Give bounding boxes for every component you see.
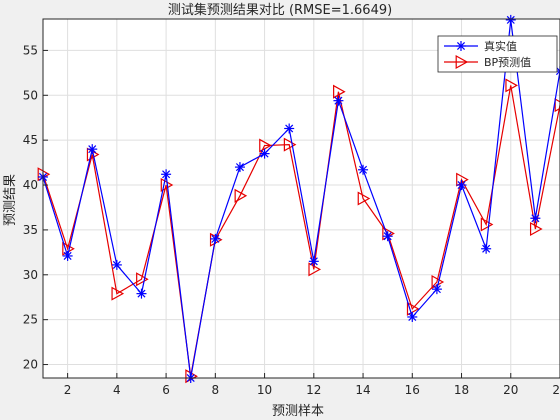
series-true-point [259,148,270,159]
series-bp-predicted-point [529,221,543,237]
y-axis-label: 预测结果 [3,174,18,226]
marker-stroke [162,170,171,179]
y-tick-label: 25 [23,313,38,327]
marker-stroke [457,181,466,190]
marker-stroke [334,96,343,105]
y-tick-label: 40 [23,178,38,192]
series-true-point [234,162,245,173]
axes-box [42,18,560,379]
marker-stroke [359,165,368,174]
series-true-point [161,169,172,180]
marker-stroke [137,289,146,298]
marker-stroke [260,149,269,158]
series-layer [37,14,560,384]
series-bp-predicted-point [234,188,248,203]
series-bp-predicted-point [136,272,149,287]
x-tick-label: 12 [306,383,321,397]
series-true-point [136,288,147,299]
x-tick-label: 8 [212,383,220,397]
series-bp-predicted-point [259,138,272,153]
series-true [38,14,560,383]
x-tick-label: 16 [405,383,420,397]
y-tick-label: 50 [23,88,38,102]
legend-marker-bp-predicted [455,54,469,70]
x-axis-label: 预测样本 [272,404,324,419]
marker-stroke [531,214,540,223]
marker-stroke [555,70,560,76]
marker-stroke [456,41,466,51]
series-bp-predicted-line [42,85,560,377]
series-true-point [308,256,319,267]
y-tick-label: 20 [23,358,38,372]
marker-stroke [235,163,244,172]
series-bp-predicted-point [308,262,322,277]
x-tick-label: 18 [454,383,469,397]
series-bp-predicted-point [333,84,346,99]
legend: 真实值 BP预测值 [437,35,558,73]
marker-stroke [482,244,491,253]
marker-stroke [112,260,121,269]
series-bp-predicted-point [480,217,494,232]
series-true-line [42,19,560,379]
series-bp-predicted-point [554,98,560,113]
legend-label-true: 真实值 [484,39,517,53]
series-true-point [530,213,541,224]
grid-lines [43,19,560,378]
x-tick-label: 4 [113,383,121,397]
series-bp-predicted-point [357,191,371,206]
series-true-point [407,311,418,322]
series-true-point [481,243,492,254]
marker-stroke [408,312,417,321]
axis-ticks: 2 4 6 8 10 12 14 16 18 20 22 20 25 30 35 40 45 50 55 [23,43,560,397]
legend-marker-true [456,41,466,51]
x-tick-label: 2 [64,383,72,397]
series-true-point [284,123,295,134]
marker-stroke [555,67,560,72]
x-tick-label: 20 [503,383,518,397]
marker-stroke [88,145,97,154]
series-true-point [358,164,369,175]
series-true-point [382,231,393,242]
y-tick-label: 35 [23,223,38,237]
series-true-point [333,95,344,106]
series-true-point [431,284,442,295]
series-true-point [505,14,516,25]
x-tick-label: 22 [552,383,560,397]
legend-label-bp-predicted: BP预测值 [484,56,531,69]
y-tick-label: 45 [23,133,38,147]
marker-stroke [506,15,515,24]
series-true-point [87,144,98,155]
series-true-point [62,250,73,261]
series-bp-predicted-point [111,286,125,301]
axes-background [43,19,560,378]
marker-stroke [285,124,294,133]
series-true-point [456,180,467,191]
marker-stroke [383,232,392,241]
marker-stroke [211,234,220,243]
series-true-point [111,259,122,270]
series-bp-predicted-point [406,301,420,316]
series-bp-predicted-point [505,78,518,93]
y-tick-label: 55 [23,43,38,57]
marker-stroke [309,257,318,266]
y-tick-label: 30 [23,268,38,282]
x-tick-label: 10 [257,383,272,397]
marker-stroke [63,251,72,260]
series-true-point [210,233,221,244]
marker-stroke [432,285,441,294]
x-tick-label: 6 [162,383,170,397]
series-bp-predicted-point [283,137,297,152]
x-tick-label: 14 [355,383,370,397]
chart-title: 测试集预测结果对比 (RMSE=1.6649) [168,2,392,18]
